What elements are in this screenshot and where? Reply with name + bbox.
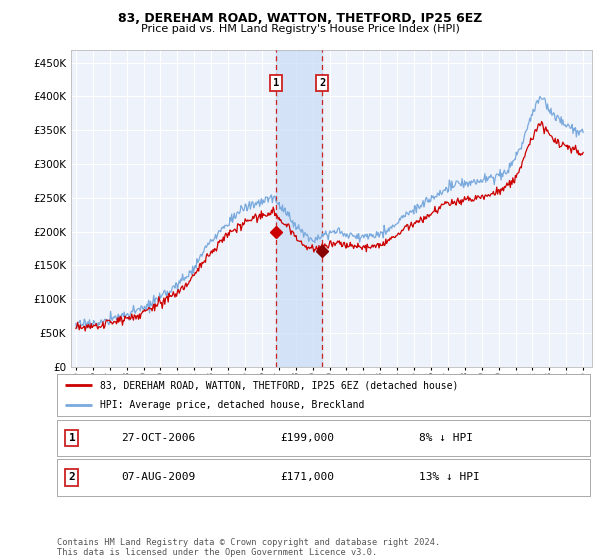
Text: 2: 2	[319, 78, 326, 88]
Text: 8% ↓ HPI: 8% ↓ HPI	[419, 433, 473, 443]
Text: 83, DEREHAM ROAD, WATTON, THETFORD, IP25 6EZ: 83, DEREHAM ROAD, WATTON, THETFORD, IP25…	[118, 12, 482, 25]
Text: HPI: Average price, detached house, Breckland: HPI: Average price, detached house, Brec…	[100, 400, 364, 410]
Text: 2: 2	[68, 473, 75, 482]
Text: 07-AUG-2009: 07-AUG-2009	[121, 473, 195, 482]
Text: Price paid vs. HM Land Registry's House Price Index (HPI): Price paid vs. HM Land Registry's House …	[140, 24, 460, 34]
Bar	[276, 50, 322, 367]
Text: 1: 1	[272, 78, 279, 88]
Text: £171,000: £171,000	[281, 473, 335, 482]
Text: Contains HM Land Registry data © Crown copyright and database right 2024.
This d: Contains HM Land Registry data © Crown c…	[57, 538, 440, 557]
Text: 27-OCT-2006: 27-OCT-2006	[121, 433, 195, 443]
Text: £199,000: £199,000	[281, 433, 335, 443]
Text: 1: 1	[68, 433, 75, 443]
Text: 83, DEREHAM ROAD, WATTON, THETFORD, IP25 6EZ (detached house): 83, DEREHAM ROAD, WATTON, THETFORD, IP25…	[100, 380, 458, 390]
Text: 13% ↓ HPI: 13% ↓ HPI	[419, 473, 480, 482]
